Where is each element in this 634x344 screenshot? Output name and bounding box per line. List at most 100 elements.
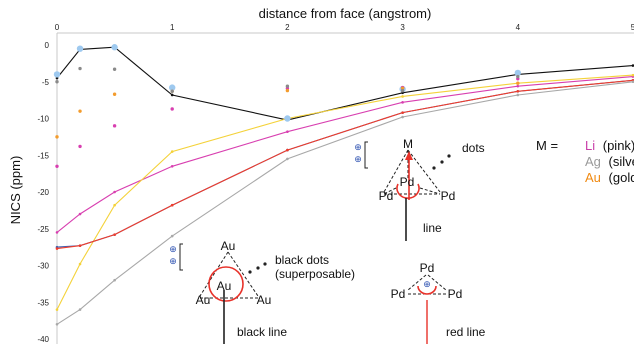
- x-tick-labels: 0 1 2 3 4 5: [55, 23, 634, 32]
- atom-label: Pd: [400, 175, 415, 189]
- triangle-edge: [383, 187, 397, 195]
- dot-marker: [256, 266, 260, 270]
- dot-marker: [248, 270, 252, 274]
- dots-label: dots: [462, 141, 485, 155]
- dots-label: (superposable): [275, 267, 355, 281]
- dot-marker: [440, 160, 444, 164]
- series-line: [56, 79, 634, 248]
- series-line: [56, 81, 634, 325]
- series-point: [516, 90, 520, 93]
- dot-point: [516, 74, 520, 79]
- atom-label: Au: [221, 239, 236, 253]
- y-tick-label: -40: [37, 335, 49, 344]
- dot-point: [55, 164, 59, 168]
- legend-symbol: Au: [585, 170, 601, 185]
- x-tick-label: 2: [285, 23, 290, 32]
- triangle-edge: [383, 149, 409, 193]
- series-point: [401, 115, 404, 119]
- plus-symbol: ⊕: [423, 279, 431, 289]
- legend-prefix: M =: [536, 138, 558, 153]
- legend: M = Li (pink) Ag (silver) Au (gold): [536, 138, 634, 185]
- series-point: [286, 157, 289, 161]
- y-tick-label: -15: [37, 151, 49, 160]
- triangle-edge: [407, 149, 441, 193]
- dot-point: [76, 45, 84, 52]
- dot-marker: [447, 154, 451, 158]
- series-point: [631, 80, 634, 84]
- series-6: [53, 44, 521, 122]
- legend-entry: Li (pink): [585, 138, 634, 153]
- series-point: [55, 308, 59, 311]
- dot-point: [170, 89, 174, 94]
- dot-marker: [432, 166, 436, 170]
- dot-point: [285, 88, 290, 93]
- legend-name: (gold): [609, 170, 634, 185]
- atom-label: Pd: [379, 189, 394, 203]
- current-arc: [396, 183, 420, 199]
- x-tick-label: 4: [516, 23, 521, 32]
- dot-point: [78, 109, 82, 113]
- series-point: [113, 233, 116, 236]
- series-point: [286, 148, 289, 152]
- atom-label: Au: [196, 293, 211, 307]
- y-tick-label: -10: [37, 115, 49, 124]
- dot-point: [112, 67, 117, 71]
- series-point: [170, 93, 174, 97]
- x-tick-label: 0: [55, 23, 60, 32]
- series-point: [78, 308, 82, 311]
- dot-point: [285, 84, 290, 88]
- atom-label: Pd: [420, 261, 435, 275]
- series-point: [401, 101, 404, 104]
- y-tick-label: -25: [37, 225, 49, 234]
- current-ring: [208, 266, 244, 302]
- legend-symbol: Ag: [585, 154, 601, 169]
- series-point: [78, 244, 82, 247]
- diagram-pd3: ⊕ Pd Pd Pd red line: [391, 261, 486, 344]
- dot-point: [112, 92, 117, 96]
- axes: [56, 32, 634, 344]
- series-point: [55, 231, 59, 234]
- y-tick-labels: 0 -5 -10 -15 -20 -25 -30 -35 -40: [37, 41, 49, 344]
- series-point: [170, 150, 174, 153]
- legend-entry: Au (gold): [585, 170, 634, 185]
- series-point: [631, 73, 634, 77]
- atom-label: Pd: [441, 189, 456, 203]
- series-point: [401, 111, 404, 114]
- dot-point: [78, 66, 82, 71]
- x-tick-label: 3: [400, 23, 405, 32]
- x-tick-label: 5: [631, 23, 634, 32]
- diagram-au4: ⊕ ⊕ Au Au Au Au black dots (superposable…: [169, 239, 355, 344]
- dot-point: [111, 44, 118, 51]
- dot-point: [400, 88, 405, 93]
- dot-point: [516, 81, 520, 85]
- series-5: [55, 80, 634, 326]
- bracket: [364, 141, 368, 169]
- dot-point: [112, 124, 117, 128]
- series-point: [516, 93, 520, 97]
- y-tick-label: -30: [37, 262, 49, 271]
- series-point: [170, 164, 174, 168]
- triangle-edge: [407, 274, 427, 291]
- y-tick-label: -5: [42, 78, 50, 87]
- dot-marker: [263, 262, 267, 266]
- y-tick-label: -20: [37, 188, 49, 197]
- x-axis-title: distance from face (angstrom): [259, 6, 432, 21]
- dot-point: [169, 84, 176, 91]
- series-point: [113, 278, 116, 282]
- red-arrowhead: [405, 151, 413, 160]
- series-point: [170, 203, 174, 207]
- line-label: line: [423, 221, 442, 235]
- triangle-edge: [227, 251, 259, 297]
- atom-label: M: [403, 137, 413, 151]
- diagram-m-pd3: ⊕ ⊕ M Pd Pd Pd dots line: [354, 137, 485, 241]
- series-point: [170, 234, 174, 238]
- line-label: red line: [446, 325, 486, 339]
- dots-label: black dots: [275, 253, 329, 267]
- dot-point: [78, 144, 82, 149]
- triangle-edge: [427, 274, 447, 291]
- triangle-edge: [419, 187, 441, 195]
- triangle-edge: [199, 251, 229, 297]
- atom-label: Pd: [391, 287, 406, 301]
- plus-symbol: ⊕: [169, 244, 177, 254]
